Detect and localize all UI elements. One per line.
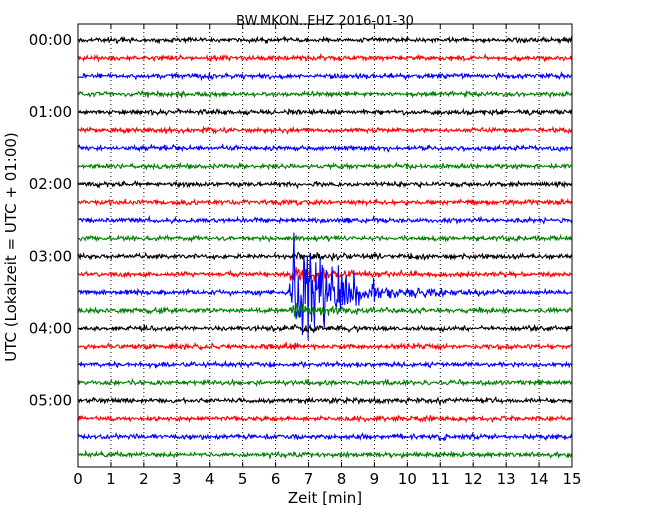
x-tick-label: 10 — [398, 470, 417, 488]
y-tick-label: 02:00 — [29, 175, 72, 193]
trace-1 — [77, 53, 573, 63]
trace-13 — [77, 267, 572, 282]
y-axis-label: UTC (Lokalzeit = UTC + 01:00) — [2, 132, 20, 362]
x-tick-label: 12 — [464, 470, 483, 488]
trace-11 — [77, 233, 573, 244]
trace-7 — [77, 161, 573, 171]
x-tick-label: 4 — [205, 470, 215, 488]
trace-19 — [77, 377, 573, 388]
trace-6 — [77, 142, 573, 153]
x-tick-label: 7 — [304, 470, 314, 488]
trace-4 — [77, 107, 573, 117]
x-tick-label: 5 — [238, 470, 248, 488]
trace-10 — [77, 214, 573, 225]
x-tick-label: 13 — [497, 470, 516, 488]
y-tick-labels: 00:00 01:00 02:00 03:00 04:00 05:00 — [29, 31, 72, 410]
trace-8 — [77, 179, 573, 190]
trace-9 — [77, 197, 573, 207]
x-tick-labels: 0 1 2 3 4 5 6 7 8 9 10 11 12 13 14 15 — [73, 470, 581, 488]
x-tick-label: 15 — [562, 470, 581, 488]
x-tick-label: 6 — [271, 470, 281, 488]
trace-15 — [77, 303, 573, 318]
trace-0 — [77, 35, 573, 45]
trace-14 — [77, 232, 573, 340]
trace-23 — [77, 449, 573, 460]
x-tick-label: 11 — [431, 470, 450, 488]
trace-16 — [77, 323, 573, 334]
trace-3 — [77, 89, 573, 99]
x-tick-label: 9 — [370, 470, 380, 488]
x-tick-label: 8 — [337, 470, 347, 488]
trace-5 — [77, 125, 573, 136]
x-tick-label: 3 — [172, 470, 182, 488]
x-tick-label: 0 — [73, 470, 83, 488]
trace-2 — [77, 70, 573, 82]
x-tick-label: 14 — [530, 470, 549, 488]
x-tick-label: 2 — [139, 470, 149, 488]
chart-title: BW.MKON..EHZ 2016-01-30 — [236, 14, 414, 29]
x-axis-label: Zeit [min] — [288, 489, 362, 507]
axis-ticks — [77, 24, 573, 467]
trace-17 — [77, 341, 573, 352]
trace-21 — [77, 414, 573, 424]
y-tick-label: 04:00 — [29, 319, 72, 337]
y-tick-label: 01:00 — [29, 103, 72, 121]
trace-group — [77, 35, 573, 460]
trace-22 — [77, 431, 573, 442]
x-tick-label: 1 — [106, 470, 116, 488]
y-tick-label: 03:00 — [29, 247, 72, 265]
y-tick-label: 05:00 — [29, 392, 72, 410]
y-tick-label: 00:00 — [29, 31, 72, 49]
plot-frame — [77, 23, 573, 468]
trace-18 — [77, 359, 573, 370]
trace-12 — [77, 251, 573, 263]
trace-20 — [77, 395, 573, 407]
